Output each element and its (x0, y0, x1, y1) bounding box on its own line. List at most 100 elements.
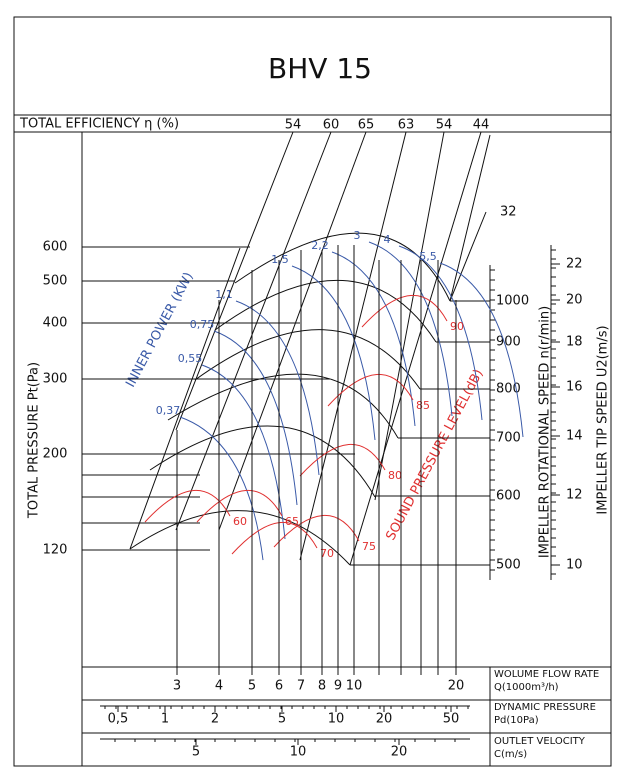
sound-curve (273, 515, 360, 548)
sound-curve (361, 295, 448, 328)
dynamic-tick: 2 (211, 712, 219, 727)
speed-label: IMPELLER ROTATIONAL SPEED n(r/min) (538, 306, 553, 558)
fan-curve (214, 279, 437, 343)
frame (13, 16, 612, 767)
efficiency-value: 54 (436, 118, 453, 133)
efficiency-line (218, 131, 367, 531)
pressure-tick: 500 (43, 274, 68, 289)
fan-curve (194, 329, 421, 390)
efficiency-value: 65 (358, 118, 375, 133)
dynamic-tick: 10 (328, 712, 345, 727)
power-value: 0,37 (156, 404, 181, 417)
pressure-tick: 600 (43, 240, 68, 255)
sound-label: SOUND PRESSURE LEVEL(dB) (383, 367, 486, 543)
efficiency-line (299, 131, 407, 561)
sound-curve (327, 374, 414, 407)
power-value: 5,5 (419, 250, 437, 263)
dynamic-label: DYNAMIC PRESSURE (494, 702, 596, 713)
velocity-tick: 20 (391, 745, 408, 760)
fan-curve (234, 232, 451, 302)
efficiency-value: 54 (285, 118, 302, 133)
flow-tick: 5 (248, 679, 256, 694)
speed-tick: 900 (496, 335, 521, 350)
dynamic-tick: 0,5 (108, 712, 129, 727)
flow-tick: 6 (275, 679, 283, 694)
flow-tick: 20 (448, 679, 465, 694)
power-value: 4 (384, 233, 391, 246)
flow-tick: 4 (215, 679, 223, 694)
pressure-tick: 400 (43, 316, 68, 331)
power-curve (179, 416, 264, 561)
envelope (129, 134, 491, 566)
power-label: INNER POWER (KW) (123, 270, 196, 390)
speed-tick: 1000 (496, 294, 529, 309)
sound-value: 70 (320, 547, 334, 560)
sound-value: 80 (388, 469, 402, 482)
velocity-tick: 10 (290, 745, 307, 760)
fan-curve (129, 510, 351, 566)
speed-tick: 700 (496, 431, 521, 446)
efficiency-value: 44 (473, 118, 490, 133)
tip-speed-tick: 18 (566, 335, 583, 350)
speed-tick: 500 (496, 558, 521, 573)
tip-speed-tick: 12 (566, 488, 583, 503)
power-curve (201, 364, 286, 540)
power-curve (331, 251, 416, 427)
flow-label: WOLUME FLOW RATE (494, 669, 599, 680)
tip-speed-tick: 14 (566, 429, 583, 444)
sound-value: 60 (233, 515, 247, 528)
efficiency-value: 63 (398, 118, 415, 133)
velocity-unit: C(m/s) (494, 749, 527, 760)
flow-tick: 10 (346, 679, 363, 694)
sound-curve (144, 490, 231, 523)
power-curve (398, 245, 483, 421)
title: BHV 15 (268, 52, 372, 85)
velocity-tick: 5 (192, 745, 200, 760)
flow-tick: 8 (318, 679, 326, 694)
efficiency-line (449, 211, 487, 302)
power-value: 0,55 (178, 352, 203, 365)
power-value: 1,5 (271, 253, 289, 266)
flow-tick: 9 (334, 679, 342, 694)
dynamic-tick: 1 (161, 712, 169, 727)
efficiency-value: 32 (500, 205, 517, 220)
power-value: 0,75 (190, 318, 215, 331)
sound-value: 90 (450, 320, 464, 333)
tip-speed-label: IMPELLER TIP SPEED U2(m/s) (596, 325, 611, 514)
dynamic-tick: 20 (376, 712, 393, 727)
pressure-tick: 200 (43, 447, 68, 462)
power-curve (439, 262, 524, 438)
sound-curve (196, 490, 283, 523)
flow-tick: 7 (297, 679, 305, 694)
power-value: 1,1 (215, 288, 233, 301)
dynamic-tick: 5 (278, 712, 286, 727)
power-value: 3 (354, 229, 361, 242)
sound-value: 75 (362, 540, 376, 553)
efficiency-value: 60 (323, 118, 340, 133)
tip-speed-tick: 16 (566, 380, 583, 395)
flow-tick: 3 (173, 679, 181, 694)
fan-curve (149, 425, 376, 498)
efficiency-line (175, 131, 332, 531)
efficiency-line (349, 131, 482, 566)
tip-speed-tick: 10 (566, 558, 583, 573)
sound-value: 85 (416, 399, 430, 412)
tip-speed-tick: 20 (566, 293, 583, 308)
dynamic-tick: 50 (443, 712, 460, 727)
power-curve (213, 330, 298, 506)
velocity-label: OUTLET VELOCITY (494, 736, 586, 747)
sound-curve (299, 444, 386, 477)
efficiency-line (374, 131, 445, 501)
speed-tick: 800 (496, 382, 521, 397)
sound-curve (231, 522, 318, 555)
tip-speed-tick: 22 (566, 257, 583, 272)
pressure-label: TOTAL PRESSURE Pt(Pa) (27, 362, 42, 519)
efficiency-label: TOTAL EFFICIENCY η (%) (19, 117, 179, 132)
power-curve (291, 265, 376, 441)
pressure-tick: 300 (43, 372, 68, 387)
dynamic-unit: Pd(10Pa) (494, 715, 539, 726)
flow-unit: Q(1000m³/h) (494, 682, 559, 693)
pressure-tick: 120 (43, 543, 68, 558)
power-value: 2,2 (311, 239, 329, 252)
